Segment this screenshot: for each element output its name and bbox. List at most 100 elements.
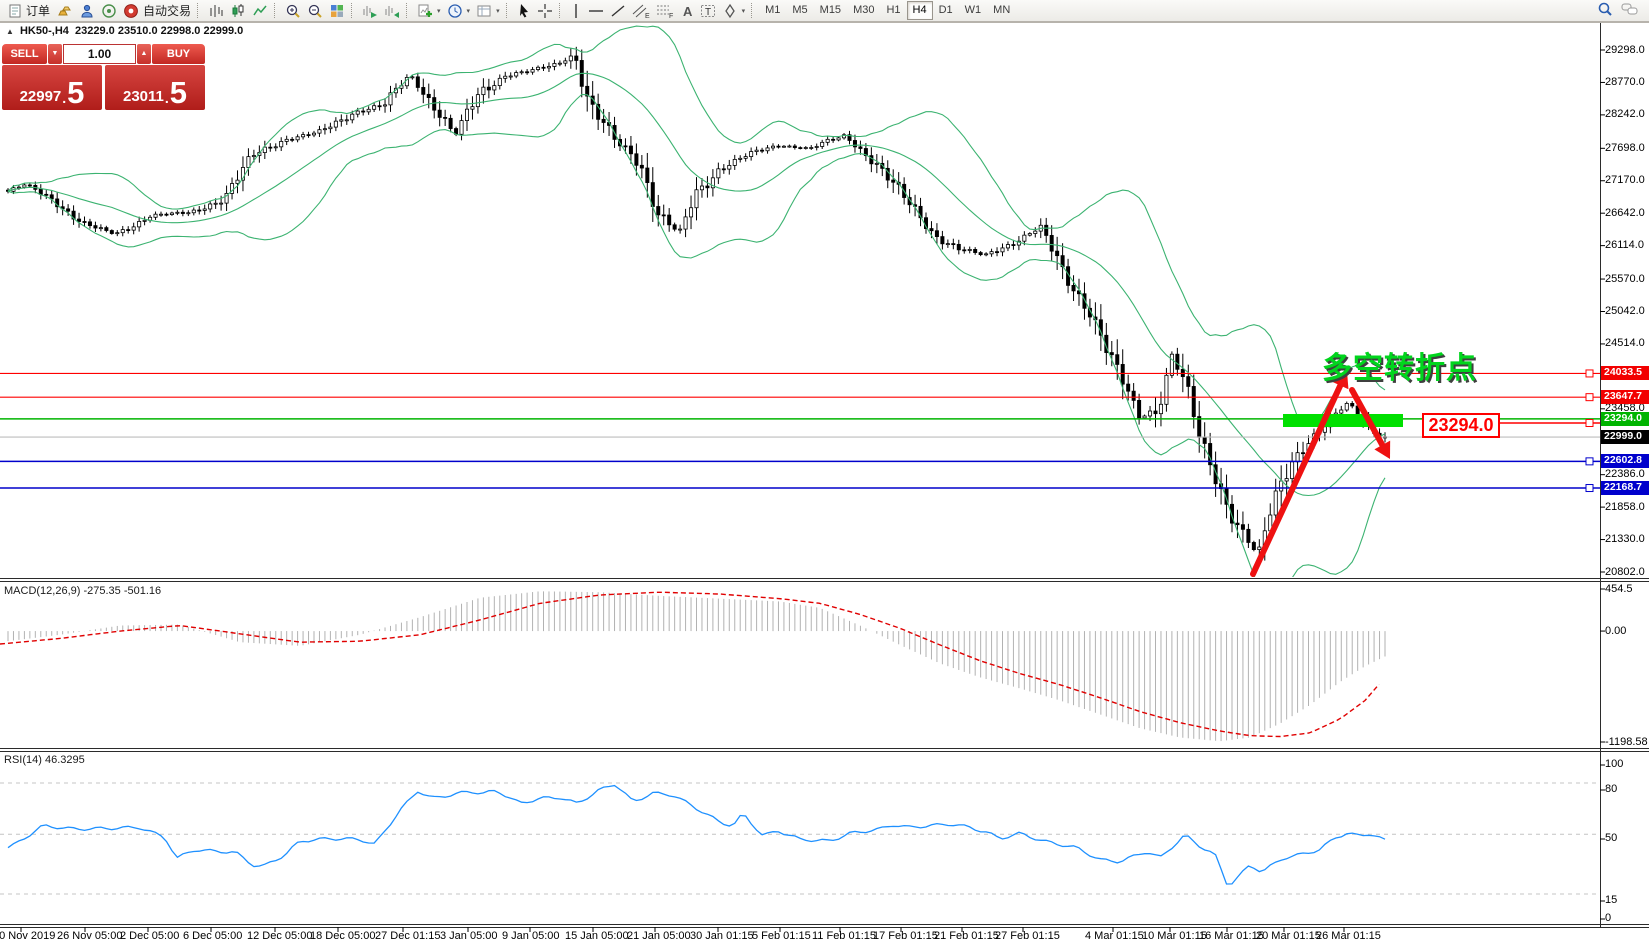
toolbar-separator [274, 3, 279, 18]
rsi-tick-label: 0 [1605, 912, 1612, 924]
time-tick-label: 20 Nov 2019 [0, 930, 56, 942]
linechart-icon [252, 3, 268, 19]
time-tick-label: 27 Feb 01:15 [995, 930, 1060, 942]
price-tick-label: 26642.0 [1605, 206, 1645, 219]
zoom-in-button[interactable] [282, 2, 304, 20]
shapes-icon [722, 3, 738, 19]
timeframe-w1-button[interactable]: W1 [964, 4, 982, 16]
candles-icon [230, 3, 246, 19]
level-price-label: 22168.7 [1601, 481, 1649, 496]
equidistant-channel-button[interactable]: E [629, 2, 653, 20]
price-tick-label: 22386.0 [1605, 468, 1645, 481]
new-chart-button[interactable]: ▾ [414, 2, 444, 20]
price-tick-label: 23458.0 [1605, 402, 1645, 415]
rsi-tick-label: 100 [1605, 758, 1624, 770]
zoom-out-button[interactable] [304, 2, 326, 20]
timeframe-m15-button[interactable]: M15 [819, 4, 842, 16]
volume-decrease-button[interactable]: ▼ [48, 44, 62, 64]
periods-button[interactable]: ▾ [444, 2, 474, 20]
buy-price-button[interactable]: 23011 . 5 [105, 65, 205, 110]
templates-button[interactable]: ▾ [473, 2, 503, 20]
timeframe-m1-button[interactable]: M1 [765, 4, 781, 16]
trend-icon [610, 3, 626, 19]
chevron-down-icon[interactable]: ▾ [466, 7, 471, 15]
orders-label: 订单 [26, 4, 51, 18]
newchart-icon [417, 3, 433, 19]
time-tick-label: 9 Jan 05:00 [502, 930, 560, 942]
symbol-ohlc-line: ▲ HK50-,H4 23229.0 23510.0 22998.0 22999… [6, 25, 243, 37]
line-chart-button[interactable] [249, 2, 271, 20]
chevron-down-icon[interactable]: ▾ [437, 7, 441, 15]
trendline-button[interactable] [607, 2, 629, 20]
toolbar: 订单 自动交易 ▾ ▾ ▾ E F A T ▾ M1 M5 M15 M30 H1 H4 D1 W1 MN [0, 0, 1649, 22]
rsi-pane[interactable] [0, 782, 1600, 895]
text-label-button[interactable]: T [697, 2, 719, 20]
orders-button[interactable]: 订单 [4, 2, 53, 20]
timeframe-m5-button[interactable]: M5 [792, 4, 808, 16]
autotrade-button[interactable]: 自动交易 [120, 2, 194, 20]
time-tick-label: 27 Dec 01:15 [375, 930, 441, 942]
vertical-line-button[interactable] [567, 2, 585, 20]
signals-button[interactable] [98, 2, 120, 20]
tile-windows-button[interactable] [326, 2, 348, 20]
price-tick-label: 26114.0 [1605, 239, 1644, 252]
sell-price-pips: 5 [67, 75, 85, 110]
chat-icon[interactable] [1621, 1, 1639, 20]
fibonacci-button[interactable]: F [653, 2, 677, 20]
search-icon[interactable] [1597, 1, 1613, 20]
price-tick-label: 20802.0 [1605, 565, 1645, 578]
support-zone-bar[interactable] [1283, 414, 1403, 427]
timeframe-h4-button[interactable]: H4 [906, 1, 933, 20]
arrows-button[interactable]: ▾ [719, 2, 749, 20]
horizontal-levels[interactable] [0, 369, 1600, 493]
timeframe-mn-button[interactable]: MN [993, 4, 1011, 16]
gold-button[interactable] [53, 2, 76, 20]
candlesticks [6, 46, 1388, 561]
time-tick-label: 3 Jan 05:00 [440, 930, 498, 942]
bar-chart-button[interactable] [205, 2, 227, 20]
time-tick-label: 18 Dec 05:00 [310, 930, 376, 942]
sell-button[interactable]: SELL [2, 44, 47, 64]
price-tick-label: 28242.0 [1605, 108, 1645, 121]
axis-ticks [20, 49, 1605, 932]
timeframe-m30-button[interactable]: M30 [853, 4, 875, 16]
svg-text:A: A [683, 4, 693, 19]
text-button[interactable]: A [677, 2, 697, 20]
time-tick-label: 6 Dec 05:00 [183, 930, 243, 942]
cursor-button[interactable] [514, 2, 534, 20]
hline-icon [588, 3, 604, 19]
chart-annotations[interactable] [1250, 371, 1600, 577]
volume-input[interactable] [64, 45, 135, 63]
main-chart-pane[interactable] [6, 25, 1388, 600]
buy-price: 23011 [122, 88, 164, 105]
macd-signal-line [0, 591, 1380, 738]
chart-shift-button[interactable] [381, 2, 403, 20]
accounts-button[interactable] [76, 2, 98, 20]
chart-marker-icon: ▲ [6, 27, 14, 36]
chevron-down-icon[interactable]: ▾ [741, 7, 746, 15]
level-price-label: 24033.5 [1601, 366, 1649, 381]
timeframe-d1-button[interactable]: D1 [938, 4, 953, 16]
price-tick-label: 28770.0 [1605, 75, 1645, 88]
horizontal-line-button[interactable] [585, 2, 607, 20]
one-click-trading-panel: SELL ▼ ▲ BUY 22997 . 5 23011 . 5 [2, 44, 205, 110]
sell-price-button[interactable]: 22997 . 5 [2, 65, 102, 110]
time-tick-label: 2 Dec 05:00 [120, 930, 180, 942]
auto-scroll-button[interactable] [359, 2, 381, 20]
chevron-down-icon[interactable]: ▾ [496, 7, 500, 15]
macd-pane[interactable] [0, 591, 1386, 742]
volume-increase-button[interactable]: ▲ [137, 44, 151, 64]
timeframe-h1-button[interactable]: H1 [886, 4, 901, 16]
tiles-icon [329, 3, 345, 19]
level-price-label: 23647.7 [1601, 390, 1649, 405]
level-price-label: 22999.0 [1601, 430, 1649, 444]
macd-tick-label: -1198.58 [1605, 735, 1648, 748]
buy-button[interactable]: BUY [152, 44, 205, 64]
ohlc-values: 23229.0 23510.0 22998.0 22999.0 [75, 25, 244, 37]
level-price-label: 23294.0 [1601, 411, 1649, 426]
crosshair-button[interactable] [534, 2, 556, 20]
bollinger-bands [7, 25, 1386, 577]
candle-chart-button[interactable] [227, 2, 249, 20]
